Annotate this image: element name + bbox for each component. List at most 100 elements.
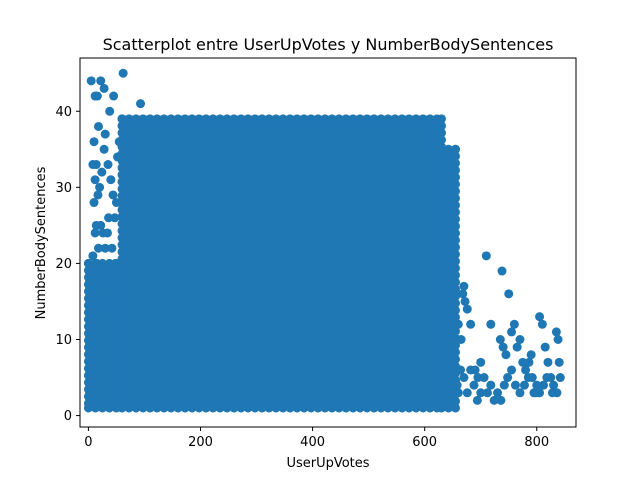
dense-edge-point	[443, 403, 453, 413]
scatter-point	[136, 99, 146, 109]
dense-edge-point	[436, 242, 446, 252]
dense-edge-point	[451, 151, 461, 161]
dense-edge-point	[138, 114, 148, 124]
scatter-point	[521, 365, 531, 375]
dense-edge-point	[436, 128, 446, 138]
dense-edge-point	[152, 403, 162, 413]
dense-edge-point	[117, 170, 127, 180]
dense-edge-point	[173, 403, 183, 413]
dense-edge-point	[436, 312, 446, 322]
dense-edge-point	[83, 377, 93, 387]
dense-edge-point	[451, 298, 461, 308]
dense-edge-point	[117, 184, 127, 194]
scatter-point	[93, 190, 103, 200]
dense-edge-point	[320, 114, 330, 124]
scatter-point	[456, 335, 466, 345]
scatter-point	[486, 380, 496, 390]
dense-edge-point	[222, 403, 232, 413]
scatter-point	[104, 213, 114, 223]
scatter-point	[90, 228, 100, 238]
dense-edge-point	[83, 258, 93, 268]
dense-edge-point	[83, 363, 93, 373]
dense-edge-point	[152, 114, 162, 124]
scatter-point	[96, 76, 106, 86]
scatter-point	[89, 137, 99, 147]
dense-edge-point	[436, 340, 446, 350]
dense-edge-point	[222, 114, 232, 124]
dense-edge-point	[451, 193, 461, 203]
scatter-point	[551, 327, 561, 337]
dense-edge-point	[436, 228, 446, 238]
dense-edge-point	[436, 249, 446, 259]
dense-edge-point	[83, 370, 93, 380]
dense-edge-point	[117, 331, 127, 341]
dense-edge-point	[451, 312, 461, 322]
dense-edge-point	[117, 345, 127, 355]
dense-edge-point	[292, 403, 302, 413]
scatter-point	[459, 373, 469, 383]
dense-edge-point	[443, 144, 453, 154]
x-axis-label: UserUpVotes	[286, 456, 369, 471]
dense-edge-point	[257, 114, 267, 124]
scatter-point	[553, 335, 563, 345]
dense-edge-point	[117, 303, 127, 313]
dense-edge-point	[436, 368, 446, 378]
dense-edge-point	[243, 114, 253, 124]
scatter-point	[510, 380, 520, 390]
dense-edge-point	[451, 242, 461, 252]
scatter-point	[96, 220, 106, 230]
dense-edge-point	[271, 114, 281, 124]
dense-edge-point	[436, 172, 446, 182]
x-tick-label: 0	[84, 435, 92, 450]
dense-edge-point	[436, 347, 446, 357]
scatter-point	[473, 373, 483, 383]
dense-edge-point	[436, 291, 446, 301]
scatter-point	[86, 76, 96, 86]
dense-edge-point	[436, 263, 446, 273]
dense-edge-point	[451, 228, 461, 238]
dense-edge-point	[436, 382, 446, 392]
dense-edge-point	[194, 114, 204, 124]
scatter-point	[531, 388, 541, 398]
scatter-point	[447, 373, 457, 383]
dense-edge-point	[436, 158, 446, 168]
dense-edge-point	[383, 114, 393, 124]
dense-edge-point	[243, 403, 253, 413]
dense-edge-point	[145, 403, 155, 413]
scatter-marks	[83, 68, 565, 413]
dense-edge-point	[436, 333, 446, 343]
scatter-point	[469, 380, 479, 390]
dense-edge-point	[376, 114, 386, 124]
scatter-point	[91, 160, 101, 170]
dense-edge-point	[187, 114, 197, 124]
scatter-point	[555, 373, 565, 383]
dense-edge-point	[145, 114, 155, 124]
dense-edge-point	[124, 114, 134, 124]
scatter-point	[519, 380, 529, 390]
dense-edge-point	[215, 114, 225, 124]
x-tick-label: 400	[300, 435, 325, 450]
dense-edge-point	[436, 179, 446, 189]
dense-edge-point	[451, 284, 461, 294]
dense-edge-point	[436, 284, 446, 294]
scatter-point	[97, 167, 107, 177]
dense-edge-point	[404, 114, 414, 124]
scatter-point	[110, 258, 120, 268]
x-axis-ticks: 0 200 400 600 800	[84, 427, 549, 450]
dense-edge-point	[215, 403, 225, 413]
dense-edge-point	[376, 403, 386, 413]
scatter-point	[453, 319, 463, 329]
dense-edge-point	[166, 114, 176, 124]
dense-edge-point	[348, 114, 358, 124]
dense-edge-point	[117, 401, 127, 411]
dense-edge-point	[83, 286, 93, 296]
dense-edge-point	[117, 205, 127, 215]
scatter-point	[114, 137, 124, 147]
dense-edge-point	[451, 221, 461, 231]
dense-edge-point	[436, 256, 446, 266]
dense-edge-point	[436, 354, 446, 364]
dense-edge-point	[117, 233, 127, 243]
dense-edge-point	[436, 221, 446, 231]
dense-edge-point	[451, 270, 461, 280]
